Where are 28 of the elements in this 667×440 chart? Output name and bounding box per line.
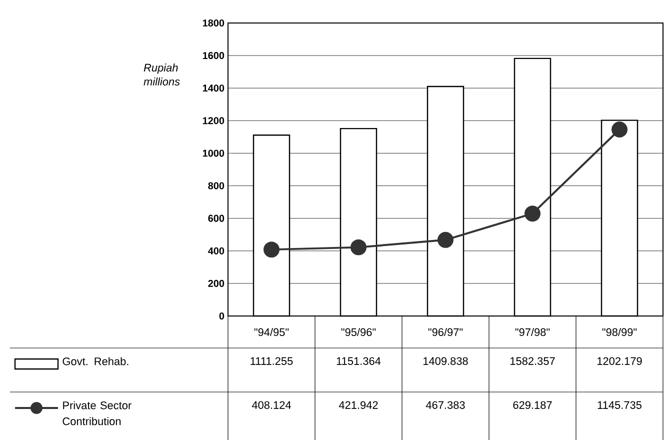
y-tick-label: 1000 <box>202 150 224 157</box>
x-tick-label: "94/95" <box>254 328 289 336</box>
y-tick-label: 1600 <box>202 52 224 60</box>
y-tick-label: 1200 <box>202 117 224 124</box>
y-tick-label: 1800 <box>202 19 224 27</box>
data-label: 629.187 <box>513 401 552 409</box>
data-label: 467.383 <box>426 401 465 409</box>
data-label: 1582.357 <box>510 357 555 365</box>
data-label: 1409.838 <box>423 357 468 365</box>
x-tick-label: "95/96" <box>341 328 376 336</box>
x-tick-label: "97/98" <box>515 328 550 336</box>
data-label: 1111.255 <box>250 357 293 365</box>
legend-label: Govt. Rehab. <box>62 357 128 366</box>
x-tick-label: "98/99" <box>602 328 637 336</box>
y-tick-label: 400 <box>208 247 224 254</box>
data-label: 1145.735 <box>598 401 642 409</box>
x-tick-label: "96/97" <box>428 328 463 336</box>
y-tick-label: 800 <box>208 182 224 190</box>
data-label: 1202.179 <box>597 357 642 365</box>
y-tick-label: 200 <box>208 280 224 287</box>
data-label: 1151.364 <box>336 357 381 365</box>
legend-label: Private Sector Contribution <box>62 401 132 426</box>
data-label: 408.124 <box>252 401 291 409</box>
y-tick-label: 600 <box>208 214 224 222</box>
data-label: 421.942 <box>338 401 378 409</box>
y-axis-title: Rupiah millions <box>144 64 180 86</box>
y-tick-label: 1400 <box>202 84 224 92</box>
y-tick-label: 0 <box>219 312 224 320</box>
